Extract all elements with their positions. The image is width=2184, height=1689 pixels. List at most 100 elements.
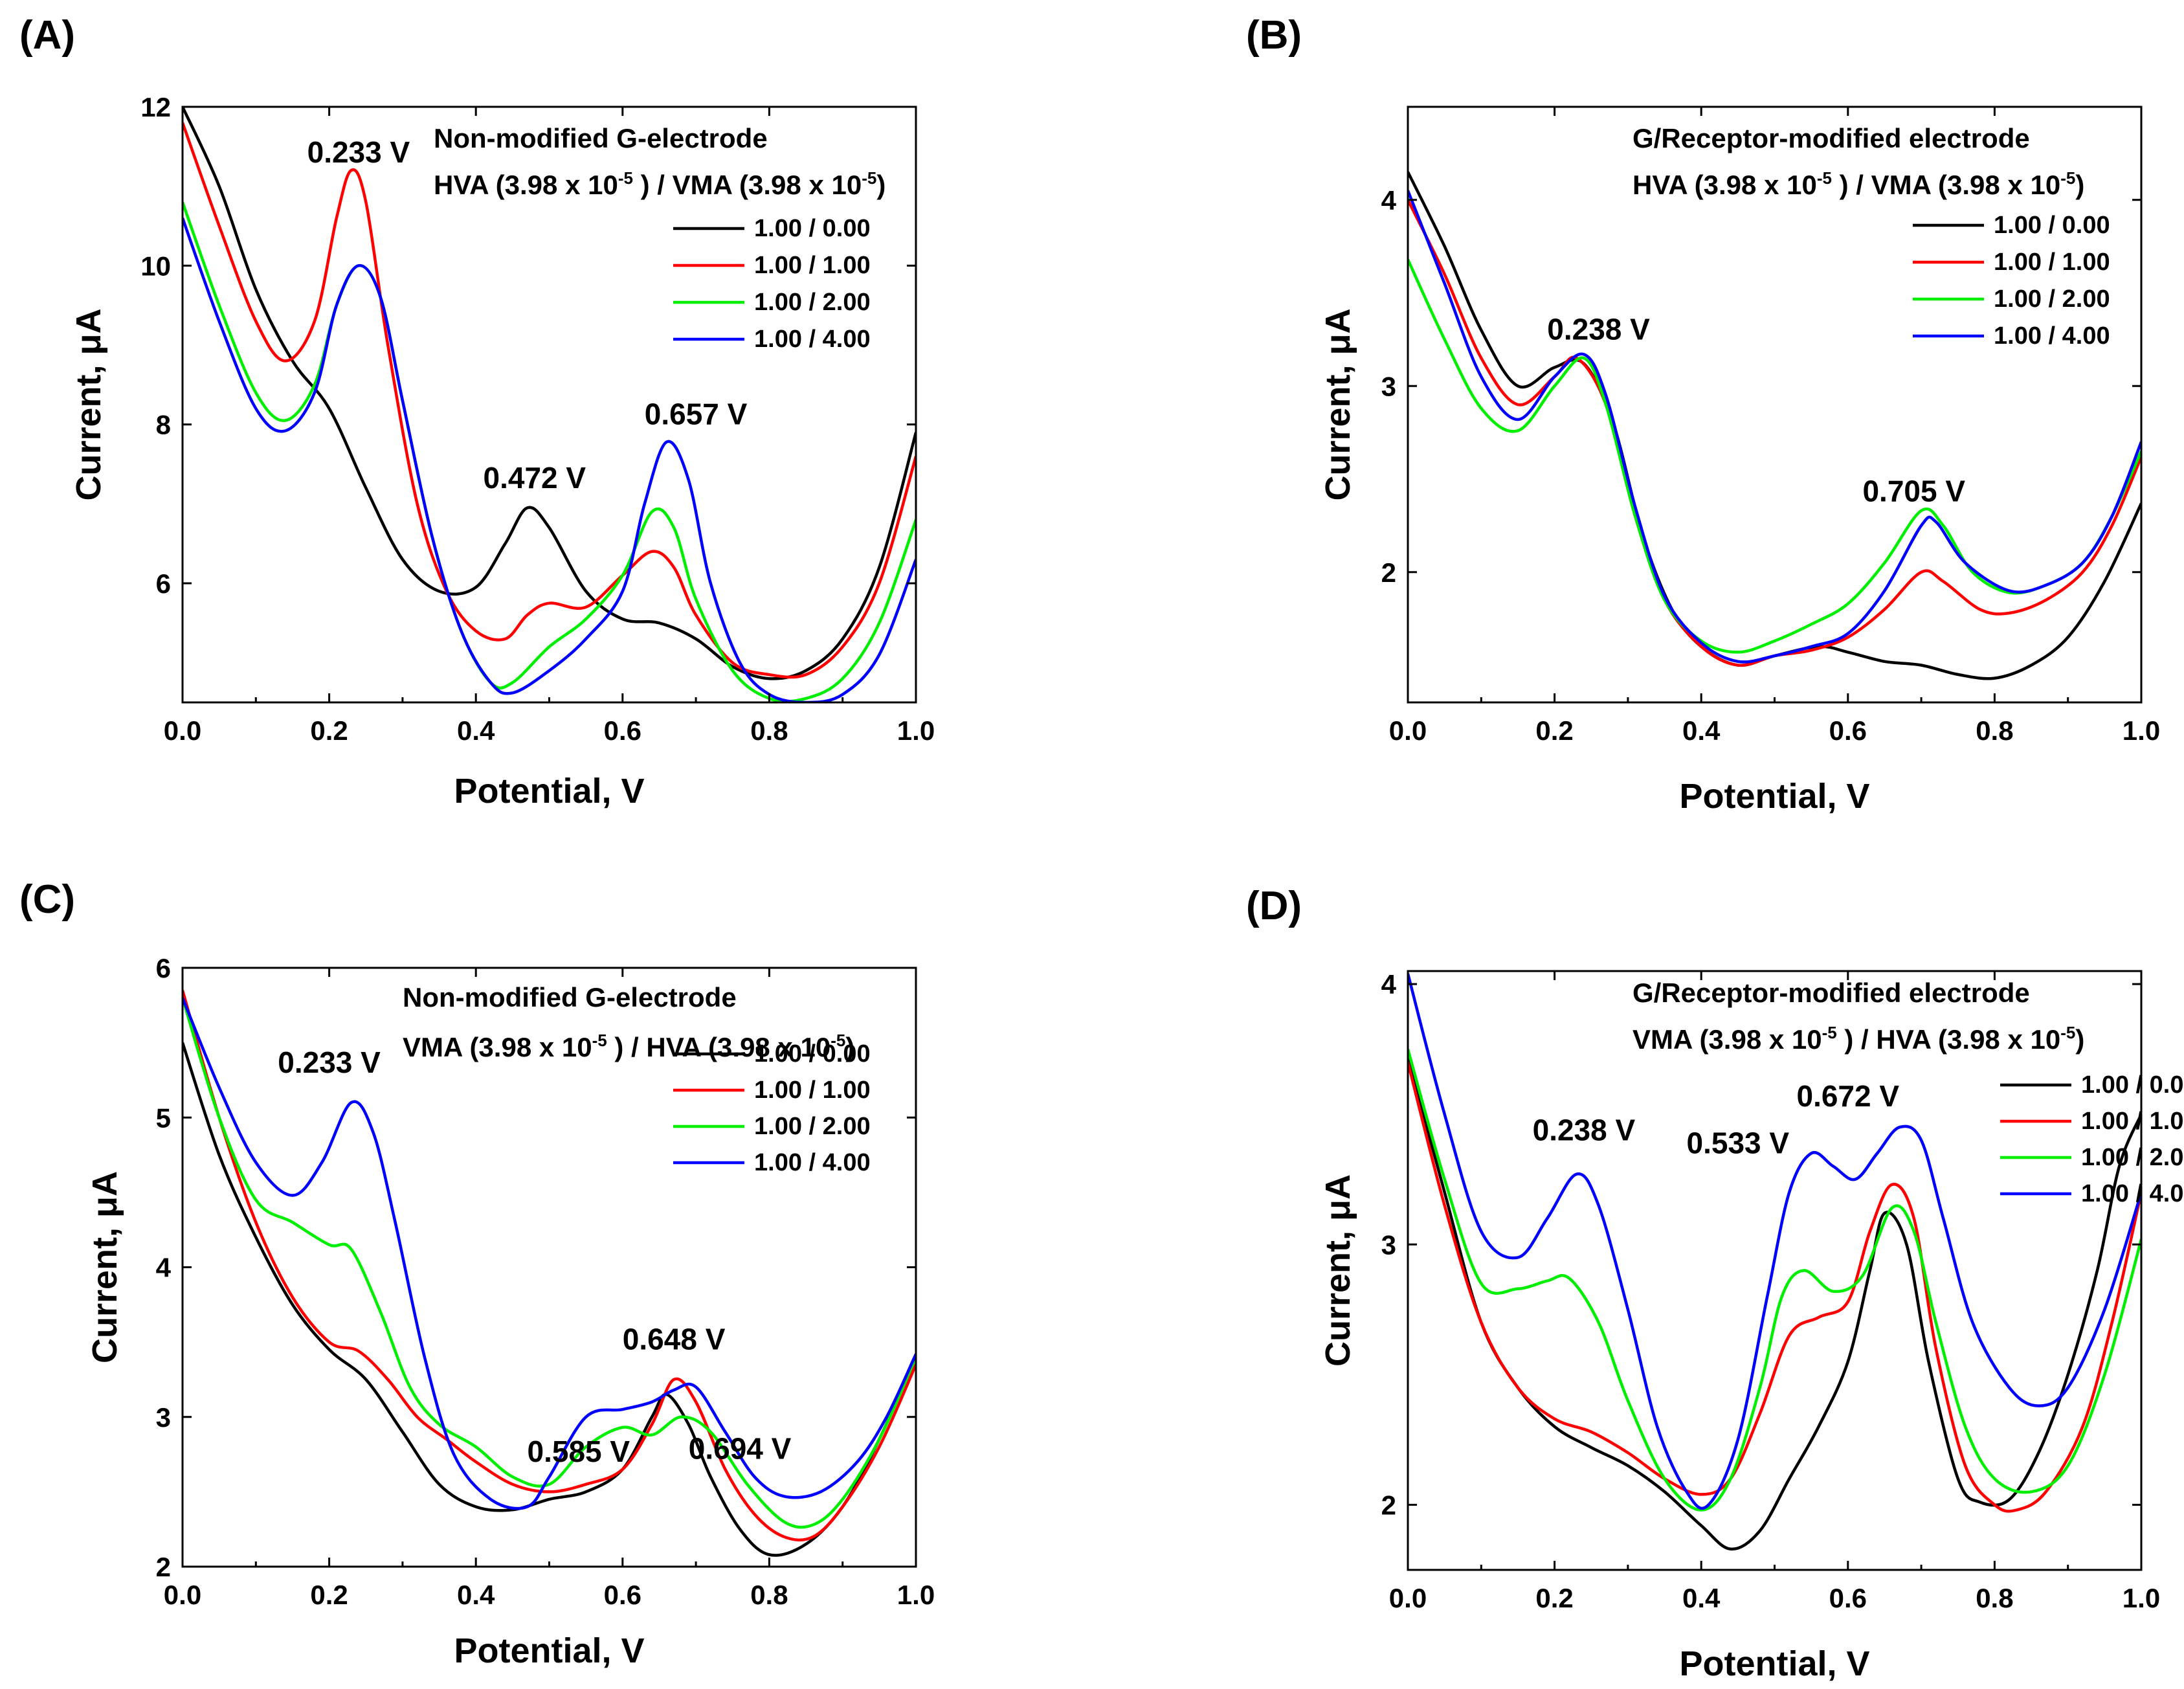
peak-label: 0.585 V <box>528 1435 630 1468</box>
subtitle-exponent: -5 <box>2060 168 2075 188</box>
x-tick-label: 0.4 <box>1682 715 1721 746</box>
panel-label: (D) <box>1246 884 1302 928</box>
panel-a: (A) 0.0 0.2 0.4 0.6 0.8 1.0 6 8 10 12 Potential, V C… <box>19 13 935 811</box>
legend-label: 1.00 / 0.00 <box>2081 1071 2184 1099</box>
legend-label: 1.00 / 0.00 <box>754 215 871 242</box>
panel-label: (C) <box>19 877 75 922</box>
series-line-1 <box>1408 1057 2141 1551</box>
panel-b: (B) 0.0 0.2 0.4 0.6 0.8 1.0 2 3 4 Potential, V Curr… <box>1246 13 2160 816</box>
x-tick-label: 0.2 <box>310 1580 348 1610</box>
peak-label: 0.233 V <box>307 135 410 169</box>
peak-label: 0.233 V <box>278 1046 381 1079</box>
x-tick-label: 0.6 <box>604 715 641 746</box>
series-line-3 <box>1408 1049 2141 1512</box>
y-tick-label: 3 <box>1381 371 1396 401</box>
y-tick-label: 4 <box>1381 969 1397 1000</box>
peak-label: 0.694 V <box>689 1432 792 1466</box>
peak-label: 0.672 V <box>1796 1079 1899 1113</box>
subtitle-exponent: -5 <box>830 1031 845 1050</box>
y-tick-label: 3 <box>1381 1229 1396 1260</box>
panel-label: (B) <box>1246 13 1302 58</box>
plot-frame <box>1407 970 2143 1571</box>
chart-subtitle: HVA (3.98 x 10-5 ) / VMA (3.98 x 10-5) <box>434 168 886 200</box>
y-tick-label: 8 <box>156 410 171 440</box>
legend-label: 1.00 / 4.00 <box>754 1149 871 1176</box>
peak-label: 0.648 V <box>623 1323 726 1356</box>
chart-subtitle: HVA (3.98 x 10-5 ) / VMA (3.98 x 10-5) <box>1632 168 2084 200</box>
y-axis-title: Current, μA <box>1319 1174 1357 1367</box>
y-tick-label: 12 <box>140 92 171 122</box>
subtitle-part: VMA (3.98 x 10 <box>1632 1024 1822 1055</box>
chart-title: G/Receptor-modified electrode <box>1632 978 2030 1008</box>
subtitle-exponent: -5 <box>592 1031 607 1050</box>
legend-label: 1.00 / 1.00 <box>754 252 871 279</box>
legend-label: 1.00 / 1.00 <box>2081 1108 2184 1135</box>
subtitle-part: ) / VMA (3.98 x 10 <box>633 170 862 200</box>
y-tick-label: 2 <box>1381 557 1396 588</box>
y-tick-label: 5 <box>156 1102 171 1133</box>
legend-label: 1.00 / 1.00 <box>754 1077 871 1104</box>
y-tick-label: 6 <box>156 953 171 983</box>
legend-label: 1.00 / 2.00 <box>754 289 871 316</box>
y-axis-title: Current, μA <box>69 308 108 500</box>
subtitle-part: HVA (3.98 x 10 <box>434 170 618 200</box>
x-tick-label: 0.6 <box>1829 715 1867 746</box>
x-tick-label: 0.0 <box>1389 715 1427 746</box>
x-tick-label: 0.2 <box>1535 1583 1573 1613</box>
chart-title: Non-modified G-electrode <box>434 123 768 153</box>
x-tick-label: 0.8 <box>750 715 788 746</box>
panel-label: (A) <box>19 13 75 58</box>
x-tick-label: 0.8 <box>750 1580 788 1610</box>
x-tick-label: 0.4 <box>457 715 495 746</box>
y-axis-title: Current, μA <box>1319 308 1357 500</box>
x-tick-label: 0.2 <box>1535 715 1573 746</box>
peak-label: 0.705 V <box>1862 475 1965 508</box>
x-tick-label: 1.0 <box>897 1580 935 1610</box>
series-line-1 <box>1408 171 2141 680</box>
legend-label: 1.00 / 4.00 <box>754 326 871 353</box>
x-axis-title: Potential, V <box>454 772 644 811</box>
legend-label: 1.00 / 1.00 <box>1994 249 2110 276</box>
series-line-2 <box>1408 1062 2141 1513</box>
series-line-4 <box>1408 190 2141 664</box>
subtitle-exponent: -5 <box>618 168 633 188</box>
series-line-3 <box>183 997 916 1529</box>
series-line-1 <box>183 1042 916 1557</box>
panel-c: (C) 0.0 0.2 0.4 0.6 0.8 1.0 2 3 4 5 6 Potential, V Cu… <box>19 877 935 1670</box>
series-line-3 <box>1408 258 2141 654</box>
chart-title: Non-modified G-electrode <box>403 982 737 1012</box>
y-tick-label: 4 <box>156 1253 172 1283</box>
chart-title: G/Receptor-modified electrode <box>1632 123 2030 153</box>
legend-label: 1.00 / 2.00 <box>1994 285 2110 313</box>
x-tick-label: 0.2 <box>310 715 348 746</box>
y-axis-title: Current, μA <box>85 1171 124 1363</box>
legend-label: 1.00 / 4.00 <box>1994 322 2110 350</box>
subtitle-exponent: -5 <box>1822 1023 1837 1042</box>
legend-label: 1.00 / 0.00 <box>754 1040 871 1068</box>
y-tick-label: 2 <box>1381 1490 1396 1520</box>
subtitle-part: ) / HVA (3.98 x 10 <box>1837 1024 2060 1055</box>
x-tick-label: 0.6 <box>1829 1583 1867 1613</box>
subtitle-exponent: -5 <box>1817 168 1832 188</box>
peak-label: 0.657 V <box>645 397 748 431</box>
x-axis-title: Potential, V <box>1679 1644 1869 1683</box>
legend-label: 1.00 / 0.00 <box>1994 212 2110 239</box>
y-tick-label: 4 <box>1381 185 1397 216</box>
legend-label: 1.00 / 4.00 <box>2081 1180 2184 1207</box>
peak-label: 0.472 V <box>484 461 586 495</box>
legend-label: 1.00 / 2.00 <box>2081 1144 2184 1171</box>
x-tick-label: 0.8 <box>1976 715 2013 746</box>
peak-label: 0.238 V <box>1547 312 1650 346</box>
subtitle-part: HVA (3.98 x 10 <box>1632 170 1817 200</box>
subtitle-part: ) <box>845 1032 854 1062</box>
subtitle-part: ) <box>2075 1024 2084 1055</box>
x-axis-title: Potential, V <box>454 1631 644 1670</box>
subtitle-part: ) / HVA (3.98 x 10 <box>607 1032 830 1062</box>
subtitle-part: ) <box>876 170 886 200</box>
y-tick-label: 2 <box>156 1552 171 1582</box>
x-tick-label: 1.0 <box>2123 1583 2160 1613</box>
subtitle-exponent: -5 <box>2060 1023 2075 1042</box>
x-tick-label: 1.0 <box>2123 715 2160 746</box>
